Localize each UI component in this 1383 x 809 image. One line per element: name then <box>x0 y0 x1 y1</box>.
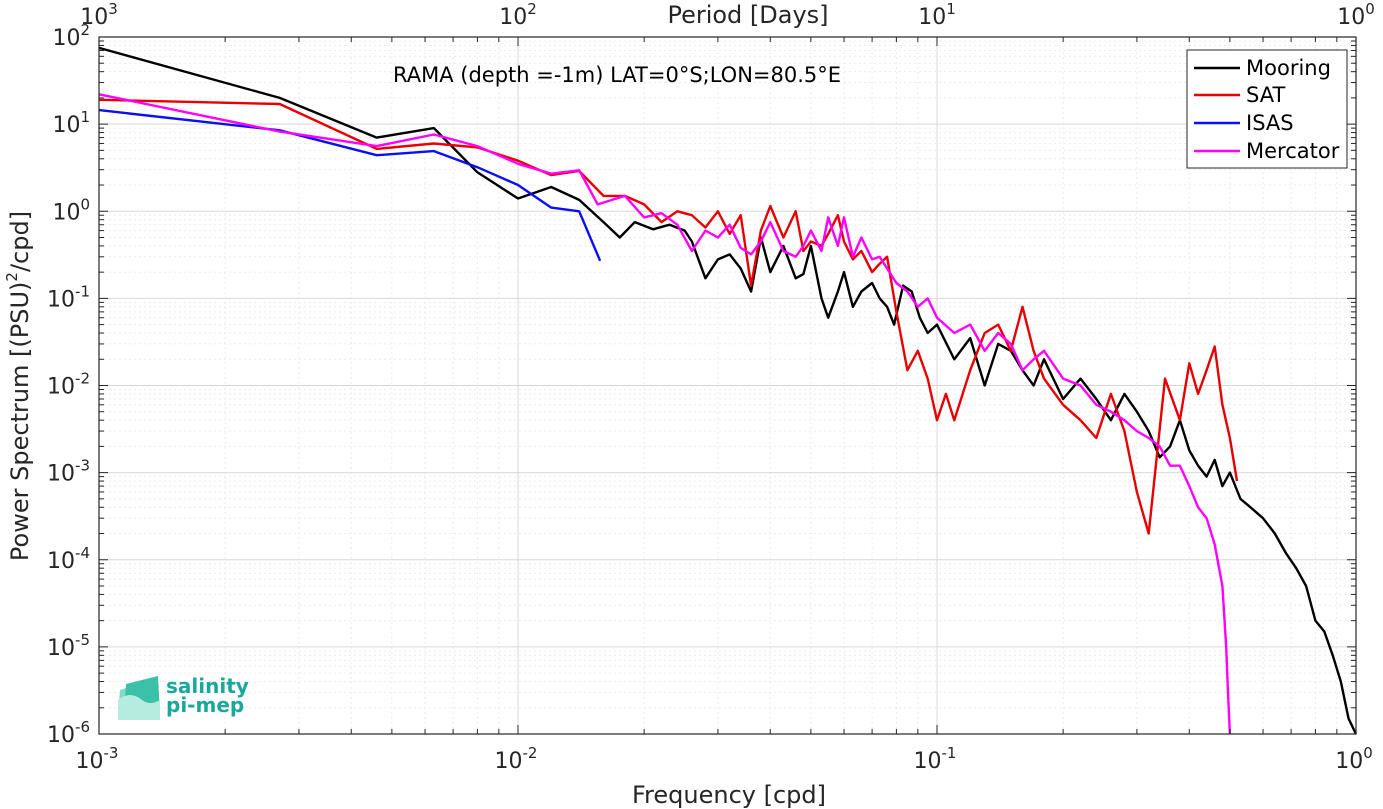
y-tick-label: 10-4 <box>47 544 90 574</box>
x-tick-label: 10-2 <box>495 744 538 774</box>
y-tick-label: 10-3 <box>47 457 90 487</box>
y-axis-title: Power Spectrum [(PSU)2/cpd] <box>3 211 34 561</box>
legend-box <box>1186 49 1348 169</box>
y-tick-label: 10-2 <box>47 370 90 400</box>
y-tick-label: 10-5 <box>47 631 90 661</box>
logo-line1: salinity <box>166 674 249 698</box>
legend-label-sat: SAT <box>1246 83 1285 107</box>
legend-label-mooring: Mooring <box>1246 56 1331 80</box>
series-line-sat <box>98 98 1239 535</box>
y-tick-label: 102 <box>52 21 90 51</box>
y-tick-label: 10-6 <box>47 718 90 748</box>
y-axis-title-main: Power Spectrum [(PSU) <box>6 282 34 561</box>
x-tick-label: 100 <box>1335 744 1373 774</box>
y-tick-label: 101 <box>52 108 90 138</box>
top-tick-label: 101 <box>918 0 956 30</box>
x-tick-label: 10-3 <box>76 744 119 774</box>
y-axis-title-sup: 2 <box>3 272 21 282</box>
top-tick-label: 100 <box>1337 0 1375 30</box>
legend-label-mercator: Mercator <box>1246 139 1340 163</box>
series-line-mercator <box>98 93 1232 735</box>
series-line-mooring <box>98 46 1358 735</box>
logo-line2: pi-mep <box>166 693 244 717</box>
x-tick-label: 10-1 <box>914 744 957 774</box>
y-tick-label: 10-1 <box>47 282 90 312</box>
grid <box>98 37 1356 735</box>
salinity-pi-mep-logo: salinity pi-mep <box>118 674 249 720</box>
series-line-isas <box>98 108 602 262</box>
legend: Mooring SAT ISAS Mercator <box>1186 49 1348 169</box>
tick-marks <box>98 37 1356 735</box>
top-tick-label: 102 <box>499 0 537 30</box>
y-tick-label: 100 <box>52 195 90 225</box>
series-layer <box>98 46 1358 735</box>
chart-annotation: RAMA (depth =-1m) LAT=0°S;LON=80.5°E <box>393 63 841 87</box>
top-axis-title: Period [Days] <box>667 1 828 29</box>
legend-label-isas: ISAS <box>1246 111 1294 135</box>
x-axis-title: Frequency [cpd] <box>632 781 826 809</box>
top-tick-label: 103 <box>80 0 118 30</box>
logo-waves-icon <box>118 676 160 720</box>
y-axis-title-suffix: /cpd] <box>6 211 34 272</box>
